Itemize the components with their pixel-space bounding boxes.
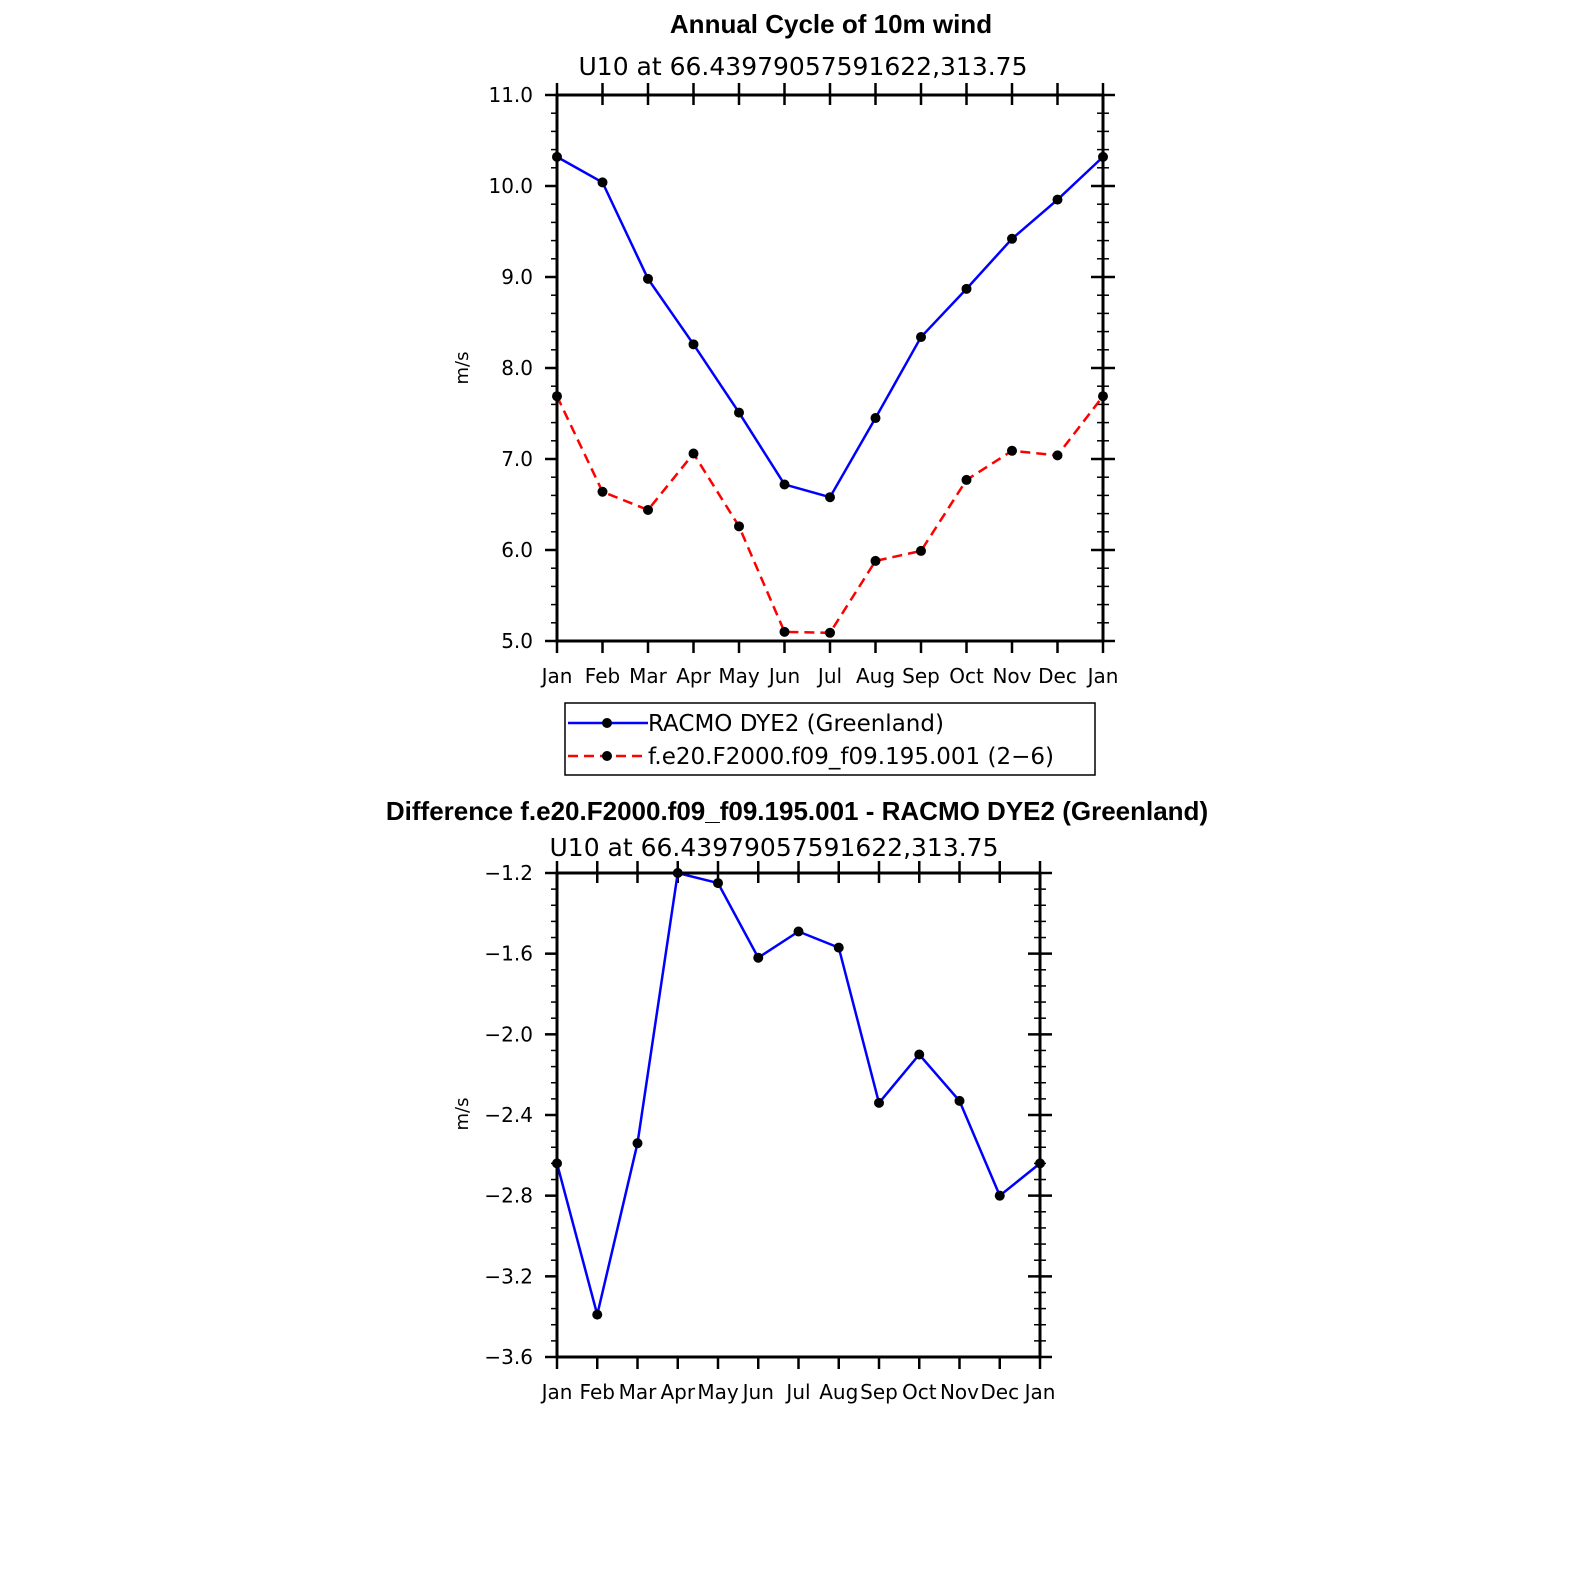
data-point [825,627,835,638]
x-tick-label: May [697,1380,739,1404]
data-point [994,1190,1005,1201]
data-point [734,521,744,532]
x-tick-label: Jun [767,664,800,688]
y-tick-label: −3.6 [484,1345,533,1369]
data-point [874,1097,884,1108]
y-tick-label: −1.6 [484,942,533,966]
data-point [914,1049,925,1060]
data-point [713,878,723,889]
y-tick-label: −2.4 [484,1103,533,1127]
x-tick-label: Feb [585,664,620,688]
x-tick-label: Jan [1086,664,1119,688]
data-point [1052,194,1063,205]
data-point [1007,233,1017,244]
legend-box [564,702,1096,776]
y-tick-label: 5.0 [501,629,533,653]
x-tick-label: Mar [619,1380,658,1404]
data-point [833,942,844,953]
data-point [1007,445,1017,456]
y-tick-label: 6.0 [501,538,533,562]
x-tick-label: Apr [660,1380,695,1404]
x-tick-label: Feb [580,1380,615,1404]
series-line-0 [555,871,1041,1315]
data-point [632,1138,643,1149]
y-tick-label: −2.0 [484,1022,533,1046]
x-tick-label: Mar [629,664,668,688]
chart2-plot-frame [555,871,1042,1359]
x-tick-label: Jul [816,664,842,688]
y-tick-label: 10.0 [488,174,533,198]
legend-marker-racmo [602,718,612,728]
data-point [1052,450,1063,461]
data-point [961,283,972,294]
data-point [643,273,653,284]
x-tick-label: Jan [540,664,573,688]
data-point [753,952,764,963]
data-point [688,448,699,459]
data-point [688,339,699,350]
chart2-ylabel: m/s [452,1098,473,1131]
y-tick-label: −1.2 [484,861,533,885]
data-point [870,555,881,566]
chart-annual-cycle: Annual Cycle of 10m wind U10 at 66.43979… [452,9,1119,776]
x-tick-label: Oct [949,664,984,688]
data-point [597,177,608,188]
legend-marker-model [602,751,612,761]
chart1-subtitle: U10 at 66.43979057591622,313.75 [579,52,1028,81]
chart1-title: Annual Cycle of 10m wind [670,9,992,39]
series-line-0 [556,155,1104,499]
data-point [779,479,790,490]
data-point [793,926,804,937]
series-line-1 [555,395,1104,635]
x-tick-label: Dec [980,1380,1019,1404]
y-tick-label: 8.0 [501,356,533,380]
y-tick-label: 9.0 [501,265,533,289]
x-tick-label: Jan [540,1380,573,1404]
x-tick-label: Aug [856,664,895,688]
x-tick-label: May [718,664,760,688]
x-tick-label: Sep [902,664,940,688]
x-tick-label: Oct [902,1380,937,1404]
x-tick-label: Jul [784,1380,810,1404]
data-point [779,626,790,637]
data-point [597,486,608,497]
chart-difference: Difference f.e20.F2000.f09_f09.195.001 -… [386,796,1208,1404]
x-tick-label: Dec [1038,664,1077,688]
data-point [592,1309,603,1320]
y-tick-label: −2.8 [484,1184,533,1208]
x-tick-label: Apr [676,664,711,688]
data-point [643,504,653,515]
chart1-ylabel: m/s [452,352,473,385]
y-tick-label: 11.0 [488,83,533,107]
chart2-subtitle: U10 at 66.43979057591622,313.75 [550,833,999,862]
x-tick-label: Jun [741,1380,774,1404]
x-tick-label: Nov [940,1380,979,1404]
data-point [734,407,744,418]
x-tick-label: Nov [992,664,1031,688]
data-point [916,545,926,556]
y-tick-label: 7.0 [501,447,533,471]
legend-label-racmo: RACMO DYE2 (Greenland) [648,711,944,737]
data-point [954,1095,965,1106]
x-tick-label: Aug [819,1380,858,1404]
data-point [870,413,881,424]
data-point [916,332,926,343]
y-tick-label: −3.2 [484,1264,533,1288]
data-point [961,474,972,485]
x-tick-label: Sep [860,1380,898,1404]
chart2-title: Difference f.e20.F2000.f09_f09.195.001 -… [386,796,1208,826]
x-tick-label: Jan [1023,1380,1056,1404]
chart1-legend: RACMO DYE2 (Greenland) f.e20.F2000.f09_f… [564,702,1096,776]
data-point [825,492,835,503]
chart1-plot-frame [555,93,1105,643]
legend-label-model: f.e20.F2000.f09_f09.195.001 (2−6) [648,744,1054,770]
